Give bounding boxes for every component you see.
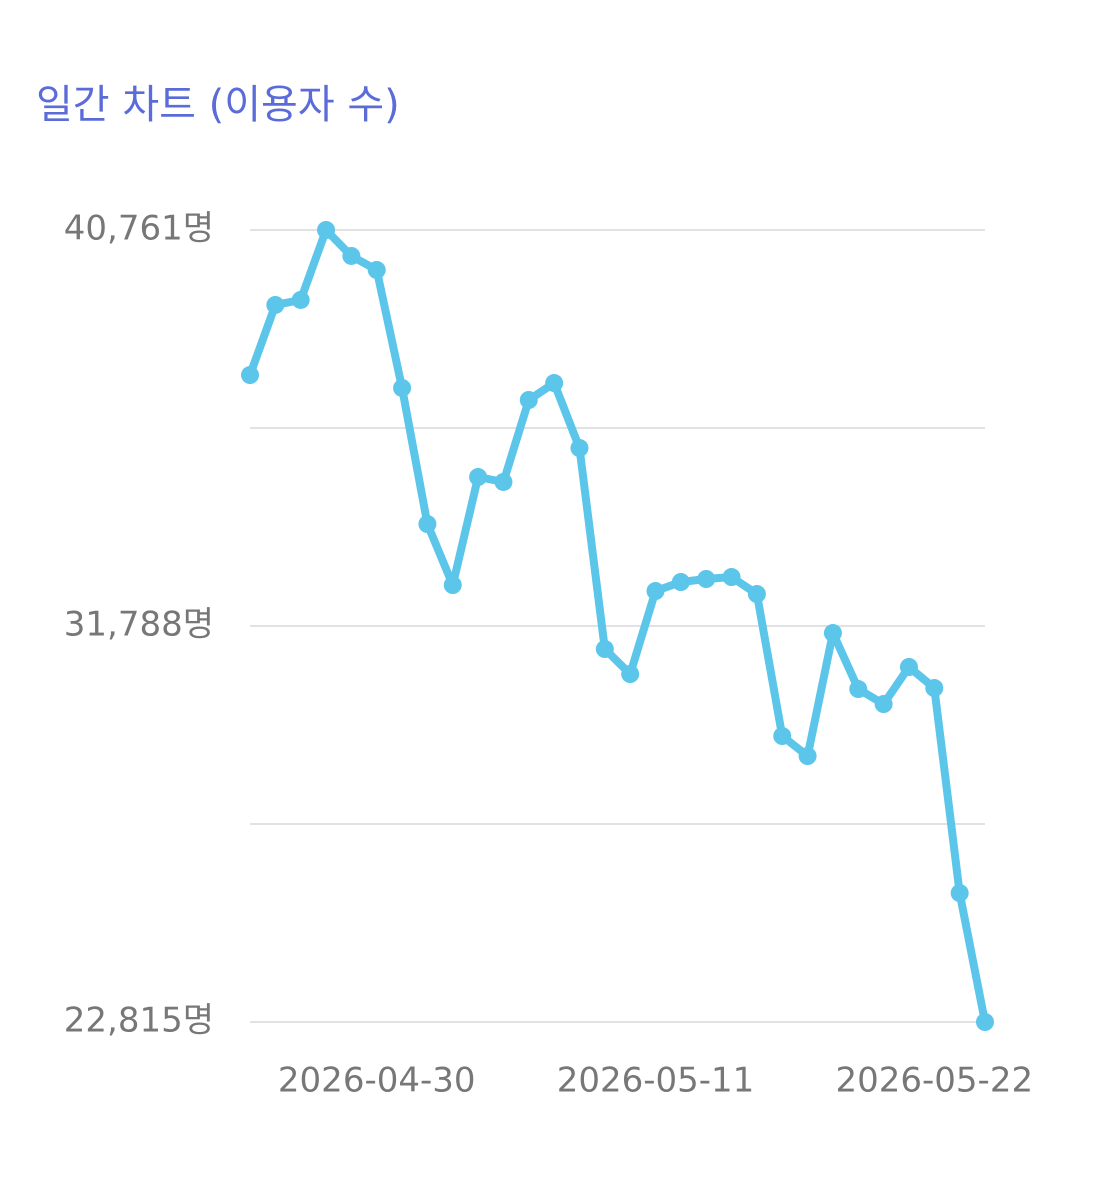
data-point <box>443 576 462 595</box>
data-point <box>266 295 285 314</box>
data-point <box>317 221 336 239</box>
data-point <box>899 657 918 676</box>
data-point <box>342 246 361 265</box>
data-point <box>621 665 640 684</box>
data-point <box>773 727 792 746</box>
data-point <box>393 378 412 397</box>
x-tick-label: 2026-05-22 <box>836 1061 1034 1101</box>
x-tick-label: 2026-04-30 <box>278 1061 476 1101</box>
data-point <box>925 679 944 698</box>
data-point <box>874 695 893 714</box>
data-point <box>418 515 437 534</box>
data-point <box>747 585 766 604</box>
data-point <box>469 468 488 487</box>
data-point <box>671 573 690 591</box>
y-tick-label: 31,788명 <box>64 605 214 645</box>
data-point <box>519 390 538 409</box>
data-point <box>823 624 842 643</box>
data-point <box>570 439 589 458</box>
data-point <box>722 568 741 587</box>
chart-title: 일간 차트 (이용자 수) <box>36 82 400 128</box>
y-tick-label: 40,761명 <box>64 209 214 249</box>
data-point <box>798 747 817 766</box>
data-point <box>849 680 868 699</box>
data-point <box>241 366 259 385</box>
data-point <box>367 260 386 279</box>
data-point <box>646 582 665 601</box>
x-tick-label: 2026-05-11 <box>557 1061 755 1101</box>
data-point <box>545 374 564 393</box>
data-point <box>595 640 614 659</box>
data-point <box>697 569 716 588</box>
data-point <box>494 472 513 491</box>
data-point <box>950 884 969 903</box>
data-point <box>291 290 310 309</box>
y-tick-label: 22,815명 <box>64 1001 214 1041</box>
data-point <box>976 1013 994 1031</box>
